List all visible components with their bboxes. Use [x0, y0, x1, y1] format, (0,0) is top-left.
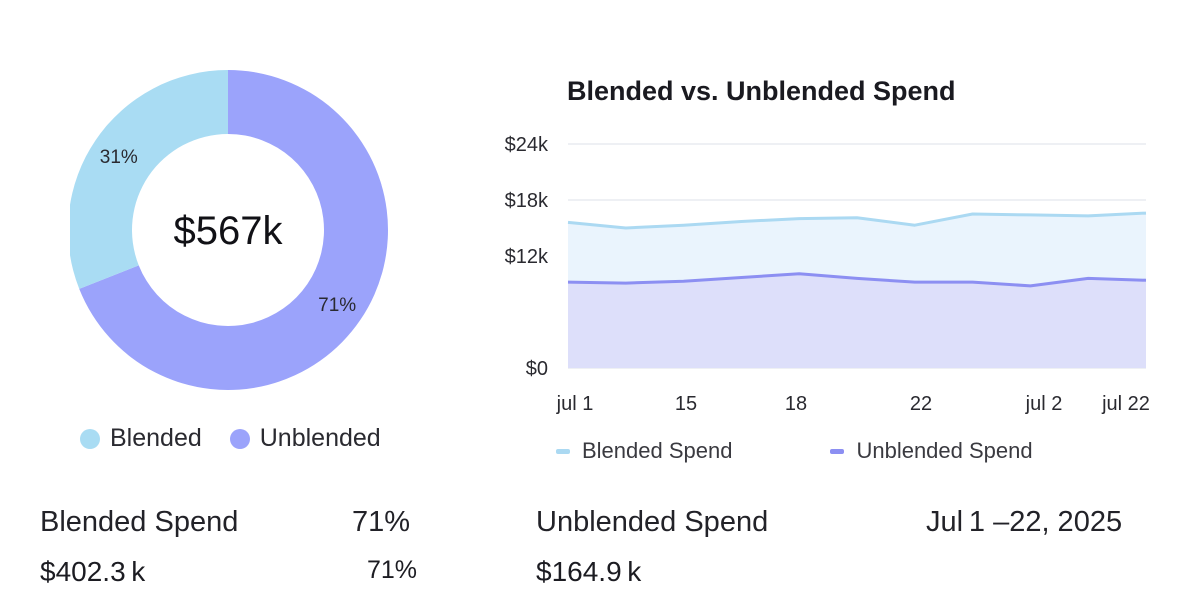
y-tick-label: $0: [526, 358, 548, 380]
line-chart-legend: Blended Spend Unblended Spend: [556, 438, 1033, 464]
summary-blended-pct-secondary: 71%: [367, 556, 418, 584]
donut-slice-blended: [70, 70, 228, 289]
chart-areas: [568, 213, 1146, 368]
summary-blended-value: $402.3 k: [40, 556, 146, 587]
chart-lines: [567, 211, 1147, 288]
area-unblended-spend: [568, 273, 1146, 368]
y-tick-label: $12k: [505, 246, 549, 268]
summary-date-range: Jul 1 –22, 2025: [926, 506, 1123, 538]
legend-swatch-blended-spend: [556, 448, 570, 454]
summary-blended-label: Blended Spend: [40, 506, 239, 538]
x-tick-label: jul 2: [1025, 393, 1063, 415]
legend-dot-unblended: [229, 428, 250, 449]
legend-label-blended: Blended: [110, 424, 202, 452]
x-tick-label: 18: [785, 393, 807, 415]
legend-label-blended-spend: Blended Spend: [582, 438, 733, 463]
chart-title: Blended vs. Unblended Spend: [567, 76, 956, 106]
donut-slices: [70, 70, 388, 390]
x-tick-label: jul 22: [1101, 393, 1150, 415]
donut-slice-labels: 71% 31%: [100, 147, 356, 316]
summary-unblended-label: Unblended Spend: [536, 506, 769, 538]
x-tick-label: 15: [675, 393, 697, 415]
area-chart: $0 $12k $18k $24k jul 1 15 18 22 jul 2 jul 22: [505, 134, 1150, 415]
x-tick-label: 22: [910, 393, 932, 415]
line-blended-spend: [567, 211, 1147, 230]
donut-center-value: $567k: [174, 209, 284, 253]
donut-slice-unblended: [79, 70, 388, 390]
y-tick-label: $18k: [505, 190, 549, 212]
y-tick-label: $24k: [505, 134, 549, 156]
x-tick-label: jul 1: [556, 393, 594, 415]
line-unblended-spend: [567, 272, 1147, 288]
donut-label-blended: 31%: [100, 147, 138, 168]
donut-label-unblended: 71%: [318, 295, 356, 316]
legend-label-unblended-spend: Unblended Spend: [856, 438, 1033, 463]
summary-unblended-value: $164.9 k: [536, 556, 642, 587]
x-axis-ticks: jul 1 15 18 22 jul 2 jul 22: [556, 393, 1150, 415]
summary-blended-pct: 71%: [352, 506, 411, 538]
donut-chart: $567k 71% 31%: [70, 70, 388, 390]
legend-swatch-unblended-spend: [830, 448, 845, 454]
legend-label-unblended: Unblended: [259, 424, 381, 452]
legend-dot-blended: [80, 428, 100, 449]
y-axis-ticks: $0 $12k $18k $24k: [505, 134, 549, 380]
donut-legend: Blended Unblended: [80, 424, 381, 453]
